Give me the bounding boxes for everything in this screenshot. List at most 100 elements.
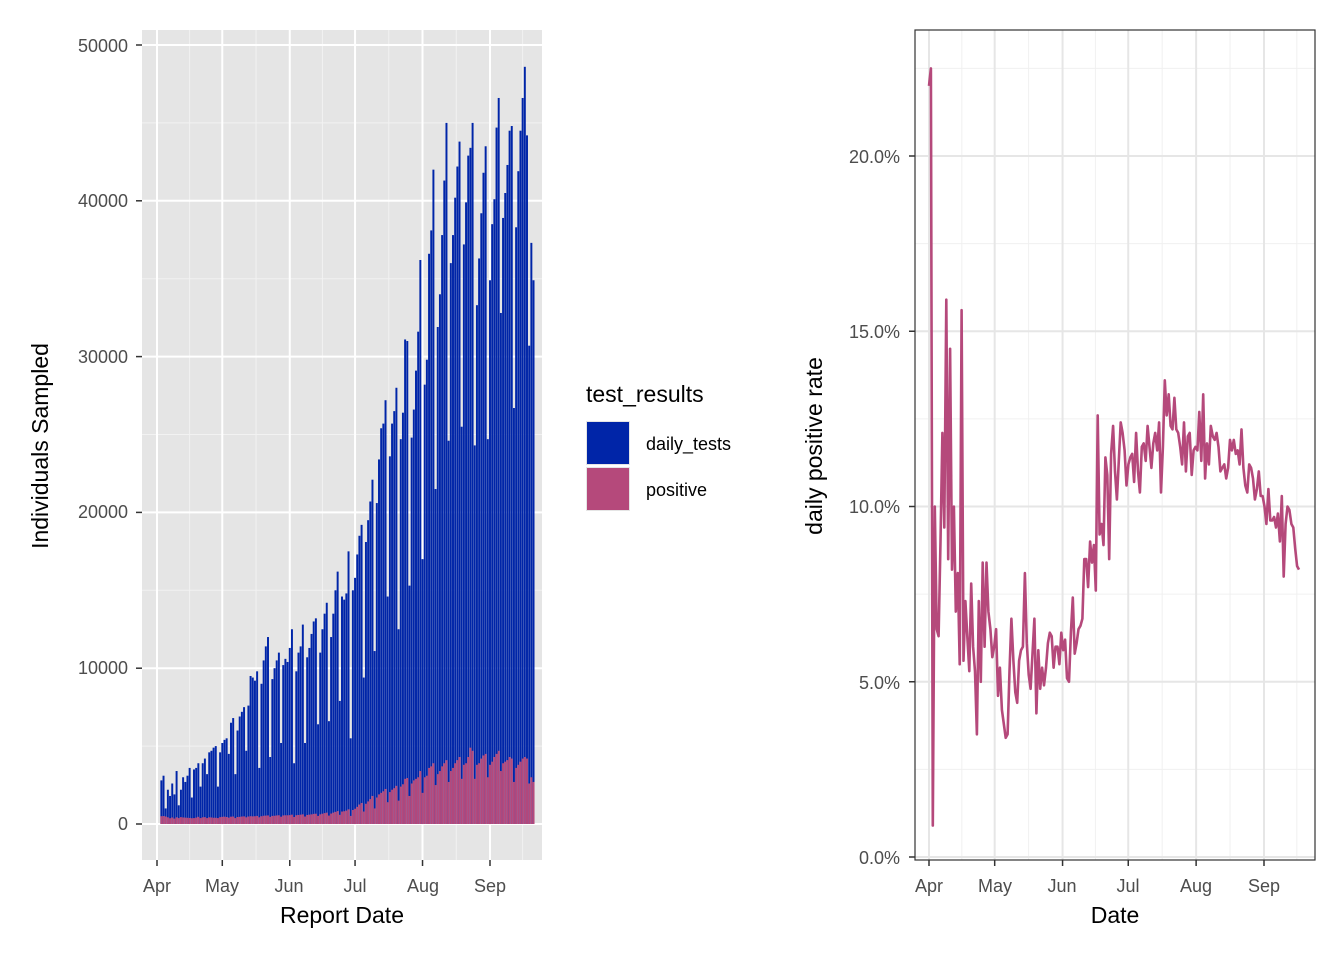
bar-positive xyxy=(164,816,167,824)
bar-daily-tests xyxy=(364,542,367,824)
bar-daily-tests xyxy=(491,224,494,825)
bar-positive xyxy=(356,806,359,824)
bar-x-tick-label: Jun xyxy=(274,876,303,896)
bar-positive xyxy=(369,799,372,824)
bar-daily-tests xyxy=(288,647,291,824)
bar-daily-tests xyxy=(193,769,195,824)
bar-daily-tests xyxy=(284,658,287,824)
bar-y-tick-label: 50000 xyxy=(78,36,128,56)
bar-positive xyxy=(384,788,387,824)
bar-daily-tests xyxy=(369,501,372,824)
bar-daily-tests xyxy=(526,135,528,824)
bar-daily-tests xyxy=(378,459,380,824)
bar-positive xyxy=(306,814,309,824)
bar-daily-tests xyxy=(367,520,370,824)
bar-daily-tests xyxy=(445,122,448,824)
bar-daily-tests xyxy=(249,675,252,824)
bar-positive xyxy=(454,763,457,824)
bar-daily-tests xyxy=(401,412,404,824)
bar-y-tick-label: 40000 xyxy=(78,191,128,211)
bar-daily-tests xyxy=(225,738,228,824)
bar-daily-tests xyxy=(347,551,350,824)
bar-positive xyxy=(375,797,378,824)
bar-positive xyxy=(243,816,246,824)
bar-positive xyxy=(469,747,472,824)
bar-daily-tests xyxy=(515,227,518,824)
bar-daily-tests xyxy=(179,789,182,824)
bar-daily-tests xyxy=(234,774,237,824)
bar-daily-tests xyxy=(371,479,374,824)
bar-daily-tests xyxy=(412,409,415,824)
bar-positive xyxy=(327,815,330,824)
bar-daily-tests xyxy=(301,624,304,824)
bar-positive xyxy=(506,760,509,824)
bar-positive xyxy=(314,813,317,824)
bar-positive xyxy=(489,764,491,824)
bar-positive xyxy=(260,816,263,824)
bar-daily-tests xyxy=(282,665,285,824)
bar-daily-tests xyxy=(430,230,433,825)
bar-daily-tests xyxy=(373,651,376,824)
bar-positive xyxy=(438,771,441,824)
bar-positive xyxy=(391,789,394,824)
bar-daily-tests xyxy=(497,97,500,825)
bar-positive xyxy=(190,818,193,824)
bar-positive xyxy=(201,817,204,824)
legend-label-daily-tests: daily_tests xyxy=(646,434,731,455)
bar-daily-tests xyxy=(460,426,463,824)
bar-daily-tests xyxy=(206,774,209,824)
bar-positive xyxy=(519,761,522,824)
bar-daily-tests xyxy=(314,618,317,824)
bar-positive xyxy=(397,800,400,824)
bar-positive xyxy=(177,818,180,824)
bar-positive xyxy=(162,816,165,824)
bar-daily-tests xyxy=(338,700,341,824)
bar-positive xyxy=(393,788,396,824)
bar-daily-tests xyxy=(495,127,498,825)
bar-daily-tests xyxy=(327,721,330,824)
bar-positive xyxy=(423,777,426,824)
bar-daily-tests xyxy=(280,742,283,824)
bar-positive xyxy=(465,763,468,824)
bar-daily-tests xyxy=(319,652,322,824)
bar-positive xyxy=(504,761,507,824)
bar-daily-tests xyxy=(269,757,272,824)
bar-positive xyxy=(395,785,398,824)
bar-positive xyxy=(310,814,313,824)
bar-daily-tests xyxy=(423,384,426,824)
line-x-ticks: Apr May Jun Jul Aug Sep xyxy=(915,876,1280,896)
bar-positive xyxy=(343,811,346,824)
bar-daily-tests xyxy=(473,445,476,824)
bar-daily-tests xyxy=(523,66,526,824)
bar-positive xyxy=(166,817,169,824)
bar-positive xyxy=(258,817,261,824)
bar-daily-tests xyxy=(295,671,298,824)
bar-daily-tests xyxy=(375,503,378,824)
bar-daily-tests xyxy=(343,599,346,824)
bar-daily-tests xyxy=(417,331,420,824)
bar-positive xyxy=(264,815,267,824)
bar-positive xyxy=(460,778,463,824)
bar-positive xyxy=(478,763,481,824)
bar-positive xyxy=(495,753,498,824)
bar-positive xyxy=(530,777,533,824)
bar-positive xyxy=(173,818,176,824)
bar-positive xyxy=(462,764,465,824)
bar-positive xyxy=(449,771,452,824)
bar-daily-tests xyxy=(438,294,441,824)
bar-positive xyxy=(482,755,485,824)
bar-daily-tests xyxy=(454,197,457,824)
bar-positive xyxy=(430,766,433,824)
bar-positive xyxy=(443,763,446,824)
bar-positive xyxy=(360,802,363,824)
bar-x-tick-label: Aug xyxy=(407,876,439,896)
bar-daily-tests xyxy=(223,739,226,824)
bar-positive xyxy=(188,817,191,824)
bar-daily-tests xyxy=(216,786,219,824)
bar-positive xyxy=(245,817,248,824)
bar-x-ticks: Apr May Jun Jul Aug Sep xyxy=(143,860,506,896)
bar-daily-tests xyxy=(502,217,505,825)
bar-daily-tests xyxy=(484,146,487,824)
positive-rate-line xyxy=(927,67,1301,827)
bar-daily-tests xyxy=(517,171,520,824)
